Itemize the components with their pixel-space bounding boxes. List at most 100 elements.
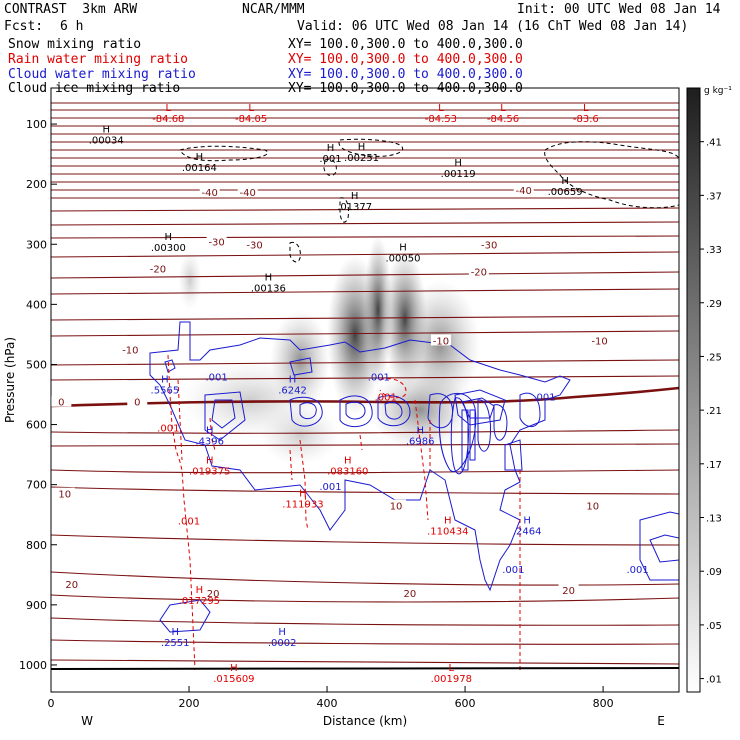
contour-label: .001 <box>157 424 179 435</box>
temp-label-bg <box>399 586 420 598</box>
field-rain-name: Rain water mixing ratio <box>8 52 189 67</box>
hl-value: -84.53 <box>425 114 457 125</box>
temp-label-bg <box>120 343 141 355</box>
contour-label: .001 <box>626 565 648 576</box>
x-axis-label: Distance (km) <box>323 714 407 728</box>
y-tick-label: 200 <box>26 178 47 191</box>
hl-value: .001978 <box>431 674 472 685</box>
hl-mark: H <box>171 627 179 638</box>
temp-label: 10 <box>586 502 599 513</box>
temp-label-bg <box>127 395 148 407</box>
temp-label-bg <box>244 238 265 250</box>
contour-label: .001 <box>205 372 227 383</box>
contour-label: .001 <box>319 482 341 493</box>
ice-shading <box>178 235 480 465</box>
hl-mark: H <box>165 232 173 243</box>
temp-label: 10 <box>58 490 71 501</box>
temp-label: -30 <box>208 237 224 248</box>
hl-mark: H <box>206 426 214 437</box>
hl-mark: H <box>278 627 286 638</box>
temp-label-bg <box>479 238 500 250</box>
temp-label: 10 <box>390 502 403 513</box>
hl-value: .00659 <box>548 187 583 198</box>
colorbar-tick-label: .09 <box>706 567 722 578</box>
hl-value: .2464 <box>513 527 542 538</box>
temp-label: 0 <box>58 398 64 409</box>
hl-value: -84.05 <box>235 114 267 125</box>
init-time: Init: 00 UTC Wed 08 Jan 14 <box>517 2 721 17</box>
center-label: NCAR/MMM <box>242 2 305 17</box>
y-axis: 100 200 300 400 500 600 700 800 900 1000 <box>19 118 57 672</box>
y-tick-label: 100 <box>26 118 47 131</box>
y-tick-label: 400 <box>26 298 47 311</box>
colorbar-tick-label: .37 <box>706 191 722 202</box>
colorbar-ticks: .41 .37 .33 .29 .25 .21 .17 .13 .09 .05 .01 <box>700 138 722 686</box>
hl-mark: H <box>327 143 335 154</box>
temp-label-bg <box>430 334 451 346</box>
hl-mark: H <box>265 272 273 283</box>
hl-mark: H <box>289 374 297 385</box>
temp-label: -10 <box>591 336 607 347</box>
model-title: CONTRAST 3km ARW <box>4 2 138 17</box>
x-axis: 0 200 400 600 800 <box>48 686 614 710</box>
hl-mark: H <box>344 456 352 467</box>
temp-label: -20 <box>150 264 166 275</box>
y-tick-label: 900 <box>26 599 47 612</box>
temp-label: -20 <box>471 267 487 278</box>
field-snow-name: Snow mixing ratio <box>8 37 142 52</box>
hl-value: .00164 <box>182 163 217 174</box>
x-tick-label: 600 <box>455 697 476 710</box>
temp-label-bg <box>206 235 227 247</box>
hl-mark: H <box>454 158 462 169</box>
hl-value: .00034 <box>89 135 124 146</box>
hl-mark: H <box>196 585 204 596</box>
temp-label-bg <box>386 499 407 511</box>
contour-label: .001 <box>178 517 200 528</box>
temp-label-bg <box>199 185 220 197</box>
high-low-labels: L-84.68L-84.05L-84.53L-84.56L-83.6H.0003… <box>89 103 599 685</box>
hl-mark: H <box>561 176 569 187</box>
x-tick-label: 200 <box>179 697 200 710</box>
hl-value: .6986 <box>406 437 435 448</box>
temp-label-bg <box>61 577 82 589</box>
hl-value: .00050 <box>385 253 420 264</box>
hl-mark: L <box>500 103 506 114</box>
y-tick-label: 300 <box>26 238 47 251</box>
hl-mark: H <box>161 374 169 385</box>
temp-label: -40 <box>202 188 218 199</box>
temp-label-bg <box>468 265 489 277</box>
hl-value: .019375 <box>189 467 230 478</box>
cloud-water-contours <box>149 321 679 633</box>
field-cloud-water-xy: XY= 100.0,300.0 to 400.0,300.0 <box>288 67 523 82</box>
hl-value: .0002 <box>268 638 297 649</box>
temp-label: -30 <box>481 240 497 251</box>
temp-label-bg <box>589 334 610 346</box>
hl-mark: H <box>230 663 238 674</box>
hl-value: .110434 <box>427 527 468 538</box>
freezing-level-line <box>51 386 679 408</box>
temp-label-bg <box>203 586 224 598</box>
x-tick-label: 800 <box>593 697 614 710</box>
temp-label-bg <box>147 262 168 274</box>
hl-value: .4396 <box>195 437 224 448</box>
hl-value: .083160 <box>327 467 368 478</box>
hl-value: .015609 <box>213 674 254 685</box>
surface-line <box>50 667 680 670</box>
temp-label-bg <box>558 583 579 595</box>
x-end-right: E <box>657 714 665 728</box>
fcst-label: Fcst: <box>4 19 44 34</box>
hl-value: .00251 <box>344 153 379 164</box>
x-tick-label: 0 <box>48 697 55 710</box>
hl-value: .00136 <box>251 283 286 294</box>
y-tick-label: 700 <box>26 479 47 492</box>
temp-label: -10 <box>433 336 449 347</box>
valid-time: Valid: 06 UTC Wed 08 Jan 14 (16 ChT Wed … <box>297 19 689 34</box>
temp-label-bg <box>582 499 603 511</box>
hl-value: .6242 <box>278 385 307 396</box>
temp-label: -40 <box>240 188 256 199</box>
colorbar-tick-label: .13 <box>706 514 722 525</box>
temp-label-bg <box>513 184 534 196</box>
hl-value: .001 <box>319 154 341 165</box>
hl-mark: H <box>351 191 359 202</box>
